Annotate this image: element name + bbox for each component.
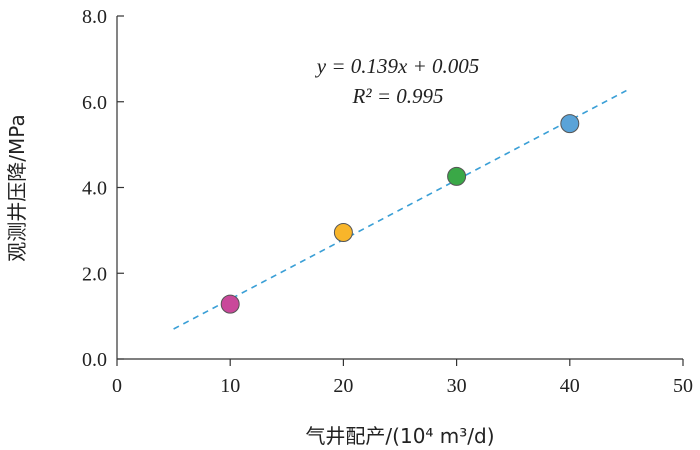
x-tick-label: 50: [673, 375, 693, 397]
x-tick-label: 40: [560, 375, 580, 397]
x-ticks: 0 10 20 30 40 50: [112, 359, 693, 397]
data-point: [220, 294, 240, 314]
y-axis-title: 观测井压降/MPa: [5, 114, 29, 261]
data-point: [560, 114, 580, 134]
y-tick-label: 8.0: [82, 6, 107, 28]
x-tick-label: 20: [333, 375, 353, 397]
r-squared-annotation: R² = 0.995: [351, 84, 443, 108]
equation-annotation: y = 0.139x + 0.005: [315, 54, 479, 78]
data-point: [447, 166, 467, 186]
y-tick-label: 0.0: [82, 349, 107, 371]
trendline-group: [173, 89, 627, 330]
data-point: [333, 223, 353, 243]
data-points: [220, 114, 580, 314]
y-ticks: 0.0 2.0 4.0 6.0 8.0: [82, 6, 124, 371]
y-tick-label: 2.0: [82, 263, 107, 285]
trendline: [173, 89, 627, 330]
x-tick-label: 10: [220, 375, 240, 397]
x-axis-title: 气井配产/(10⁴ m³/d): [305, 424, 494, 448]
y-tick-label: 6.0: [82, 92, 107, 114]
x-tick-label: 0: [112, 375, 122, 397]
y-tick-label: 4.0: [82, 178, 107, 200]
x-tick-label: 30: [447, 375, 467, 397]
